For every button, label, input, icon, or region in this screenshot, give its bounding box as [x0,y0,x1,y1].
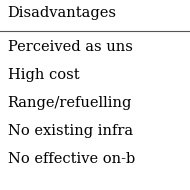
Text: No existing infra: No existing infra [8,124,133,138]
Text: No effective on-b: No effective on-b [8,152,135,166]
Text: Disadvantages: Disadvantages [8,6,117,20]
Text: High cost: High cost [8,68,79,82]
Text: Range/refuelling: Range/refuelling [8,96,132,110]
Text: Perceived as uns: Perceived as uns [8,40,132,54]
